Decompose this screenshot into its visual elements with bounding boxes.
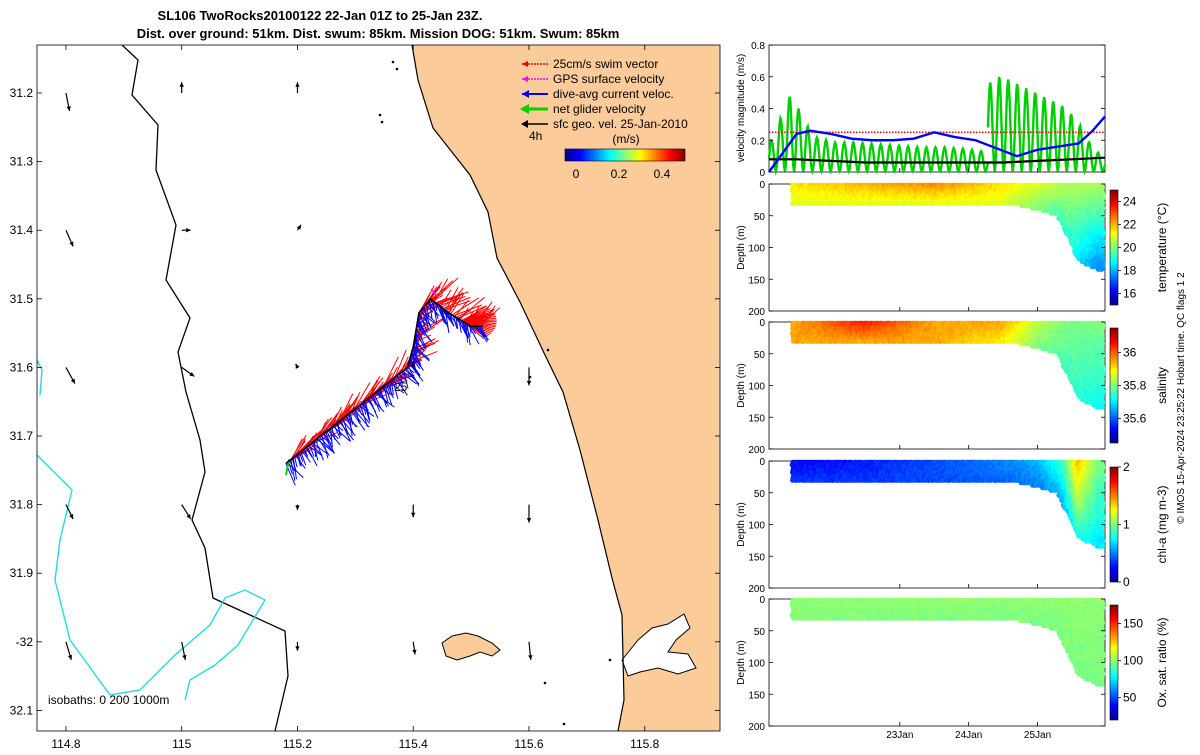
map-xtick-label: 114.8 <box>51 737 80 750</box>
velocity-panel: 0 0.2 0.4 0.6 0.8 velocity magnitude (m/s) <box>736 41 1105 179</box>
colorbar-tick-label: 22 <box>1123 218 1137 232</box>
map-ytick-label: 31.8 <box>10 498 34 512</box>
map-ytick-label: 31.2 <box>10 86 34 100</box>
legend-4h-label: 4h <box>529 129 542 143</box>
map-ytick-label: 31.5 <box>10 292 34 306</box>
colorbar-units: (m/s) <box>612 132 639 146</box>
velocity-ytick-label: 0.2 <box>751 136 765 147</box>
section-ytick-label: 150 <box>748 275 765 286</box>
section-ytick-label: 100 <box>748 244 765 255</box>
velocity-ytick-label: 0.8 <box>751 41 765 52</box>
map-ytick-label: 31.9 <box>10 566 34 580</box>
legend-swim-vector: 25cm/s swim vector <box>553 57 658 71</box>
map-ytick-label: 31.7 <box>10 429 34 443</box>
figure-title-line2: Dist. over ground: 51km. Dist. swum: 85k… <box>137 26 620 41</box>
map-ytick-label: 32.1 <box>10 703 34 717</box>
temperature-panel: 0 50 100 150 200 Depth (m) 16 18 20 22 24 temperatu… <box>736 180 1169 318</box>
map-xtick-label: 115.4 <box>399 737 428 750</box>
map-ytick-label: -32 <box>16 635 34 649</box>
velocity-ytick-label: 0.4 <box>751 105 765 116</box>
section-ytick-label: 200 <box>748 307 765 318</box>
colorbar-tick-label: 24 <box>1123 195 1137 209</box>
right-panels: 0 0.2 0.4 0.6 0.8 velocity magnitude (m/s) 0… <box>736 41 1187 741</box>
map-ytick-label: 31.3 <box>10 155 34 169</box>
section-ylabel: Depth (m) <box>736 225 747 269</box>
speed-colorbar <box>565 149 685 161</box>
map-xtick-label: 115.6 <box>514 737 543 750</box>
colorbar-tick-0: 0 <box>573 167 580 181</box>
map-xtick-label: 115.8 <box>630 737 659 750</box>
legend-dive-avg-current: dive-avg current veloc. <box>553 87 674 101</box>
figure-title-line1: SL106 TwoRocks20100122 22-Jan 01Z to 25-… <box>158 8 483 23</box>
colorbar-tick-label: 16 <box>1123 287 1137 301</box>
section-ytick-label: 50 <box>754 212 766 223</box>
map-ytick-label: 31.4 <box>10 223 34 237</box>
isobath-label: isobaths: 0 200 1000m <box>48 693 169 707</box>
section-point <box>1099 267 1104 272</box>
colorbar-label: temperature (°C) <box>1155 203 1169 293</box>
map-panel: 25 25cm/s swim vector GPS surface veloci… <box>10 45 720 750</box>
section-ytick-label: 0 <box>759 180 765 191</box>
velocity-ytick-label: 0.6 <box>751 73 765 84</box>
colorbar-tick-1: 0.2 <box>611 167 628 181</box>
map-xtick-label: 115.2 <box>283 737 312 750</box>
velocity-ylabel: velocity magnitude (m/s) <box>736 54 747 162</box>
colorbar-tick-label: 18 <box>1123 264 1137 278</box>
legend-net-glider-velocity: net glider velocity <box>553 102 646 116</box>
colorbar-tick-label: 20 <box>1123 241 1137 255</box>
map-xtick-label: 115 <box>172 737 191 750</box>
section-colorbar <box>1110 190 1118 305</box>
legend-gps-velocity: GPS surface velocity <box>553 72 664 86</box>
velocity-ytick-label: 0 <box>759 168 765 179</box>
map-ytick-label: 31.6 <box>10 360 34 374</box>
track-day-label: 25 <box>394 380 408 394</box>
colorbar-tick-2: 0.4 <box>654 167 671 181</box>
legend-sfc-geo-velocity: sfc geo. vel. 25-Jan-2010 <box>553 117 688 131</box>
